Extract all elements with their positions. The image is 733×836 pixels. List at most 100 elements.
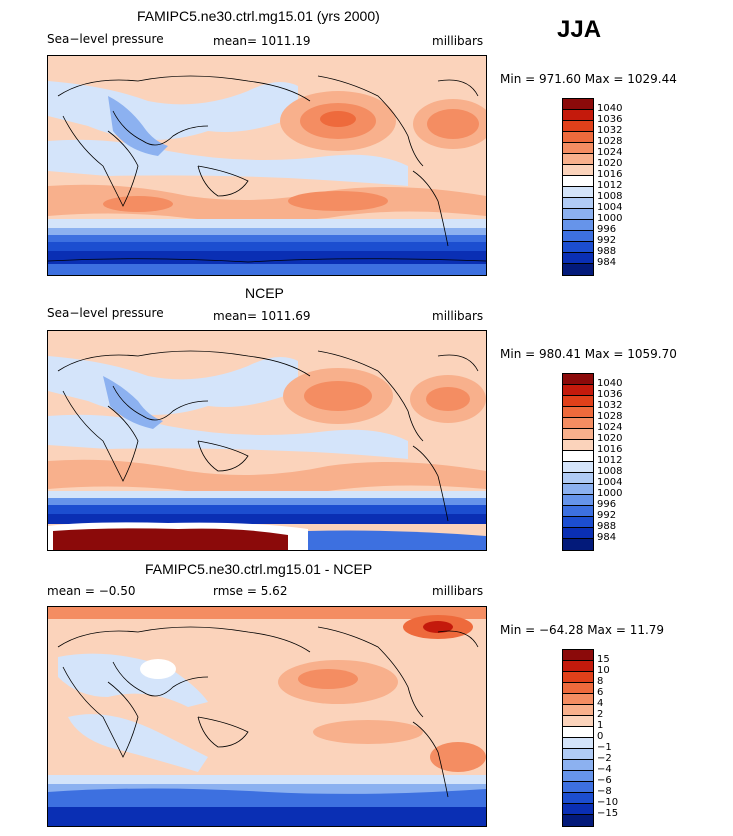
colorbar-swatch [563,99,593,110]
colorbar-tick-label: 996 [597,499,617,510]
colorbar-swatch [563,198,593,209]
colorbar-swatch [563,407,593,418]
colorbar-swatch [563,495,593,506]
colorbar-swatch [563,429,593,440]
colorbar-tick-label: 1012 [597,455,623,466]
colorbar-swatch [563,484,593,495]
colorbar-swatch [563,804,593,815]
colorbar-tick-label: 10 [597,665,610,676]
colorbar-swatch [563,209,593,220]
colorbar-swatch [563,187,593,198]
panel3-minmax: Min = −64.28 Max = 11.79 [500,623,665,637]
colorbar-swatch [563,738,593,749]
colorbar-swatch [563,440,593,451]
panel1-variable-label: Sea−level pressure [47,32,164,46]
colorbar-swatch [563,242,593,253]
panel1-colorbar [562,98,594,276]
colorbar-swatch [563,385,593,396]
colorbar-tick-label: 1 [597,720,604,731]
panel3-rmse-label: rmse = 5.62 [213,584,288,598]
colorbar-swatch [563,539,593,550]
colorbar-swatch [563,154,593,165]
colorbar-tick-label: 1008 [597,191,623,202]
colorbar-swatch [563,165,593,176]
colorbar-swatch [563,220,593,231]
colorbar-swatch [563,121,593,132]
colorbar-swatch [563,782,593,793]
panel2-minmax: Min = 980.41 Max = 1059.70 [500,347,677,361]
colorbar-swatch [563,683,593,694]
panel3-units-label: millibars [432,584,484,598]
colorbar-swatch [563,705,593,716]
colorbar-tick-label: 6 [597,687,604,698]
colorbar-tick-label: 1016 [597,169,623,180]
colorbar-tick-label: 988 [597,246,617,257]
colorbar-swatch [563,143,593,154]
colorbar-swatch [563,418,593,429]
colorbar-tick-label: 988 [597,521,617,532]
panel3-map [47,606,487,827]
panel1-mean-label: mean= 1011.19 [213,34,311,48]
colorbar-swatch [563,727,593,738]
colorbar-tick-label: −1 [597,742,612,753]
colorbar-tick-label: 1040 [597,378,623,389]
colorbar-swatch [563,110,593,121]
colorbar-tick-label: 1012 [597,180,623,191]
colorbar-tick-label: 1028 [597,136,623,147]
season-label: JJA [557,16,602,43]
panel2-mean-label: mean= 1011.69 [213,309,311,323]
colorbar-swatch [563,231,593,242]
colorbar-swatch [563,473,593,484]
colorbar-swatch [563,793,593,804]
colorbar-tick-label: −8 [597,786,612,797]
panel2-units-label: millibars [432,309,484,323]
colorbar-tick-label: −15 [597,808,619,819]
colorbar-swatch [563,506,593,517]
colorbar-swatch [563,672,593,683]
colorbar-swatch [563,716,593,727]
panel2-title: NCEP [245,285,284,301]
colorbar-tick-label: 992 [597,510,617,521]
colorbar-tick-label: 1040 [597,103,623,114]
colorbar-swatch [563,253,593,264]
panel3-title: FAMIPC5.ne30.ctrl.mg15.01 - NCEP [145,561,373,577]
colorbar-swatch [563,176,593,187]
colorbar-tick-label: 1000 [597,488,623,499]
colorbar-tick-label: 992 [597,235,617,246]
panel1-units-label: millibars [432,34,484,48]
colorbar-tick-label: 1036 [597,114,623,125]
colorbar-tick-label: 1016 [597,444,623,455]
colorbar-tick-label: 996 [597,224,617,235]
panel2-colorbar [562,373,594,551]
panel1-map [47,55,487,276]
panel2-map [47,330,487,551]
colorbar-tick-label: −6 [597,775,612,786]
panel1-minmax: Min = 971.60 Max = 1029.44 [500,72,677,86]
panel2-variable-label: Sea−level pressure [47,306,164,320]
colorbar-tick-label: 0 [597,731,604,742]
colorbar-swatch [563,661,593,672]
colorbar-tick-label: 8 [597,676,604,687]
colorbar-tick-label: −10 [597,797,619,808]
colorbar-swatch [563,650,593,661]
colorbar-tick-label: 1000 [597,213,623,224]
colorbar-tick-label: −4 [597,764,612,775]
colorbar-swatch [563,462,593,473]
colorbar-tick-label: 4 [597,698,604,709]
colorbar-tick-label: 1036 [597,389,623,400]
colorbar-swatch [563,132,593,143]
colorbar-tick-label: 15 [597,654,610,665]
colorbar-tick-label: 984 [597,532,617,543]
colorbar-swatch [563,517,593,528]
colorbar-tick-label: 1032 [597,125,623,136]
panel3-colorbar [562,649,594,827]
colorbar-swatch [563,815,593,826]
colorbar-tick-label: 1004 [597,477,623,488]
colorbar-tick-label: 1024 [597,422,623,433]
panel3-mean-label: mean = −0.50 [47,584,136,598]
colorbar-swatch [563,396,593,407]
colorbar-tick-label: −2 [597,753,612,764]
colorbar-swatch [563,760,593,771]
colorbar-tick-label: 1020 [597,158,623,169]
colorbar-tick-label: 1024 [597,147,623,158]
